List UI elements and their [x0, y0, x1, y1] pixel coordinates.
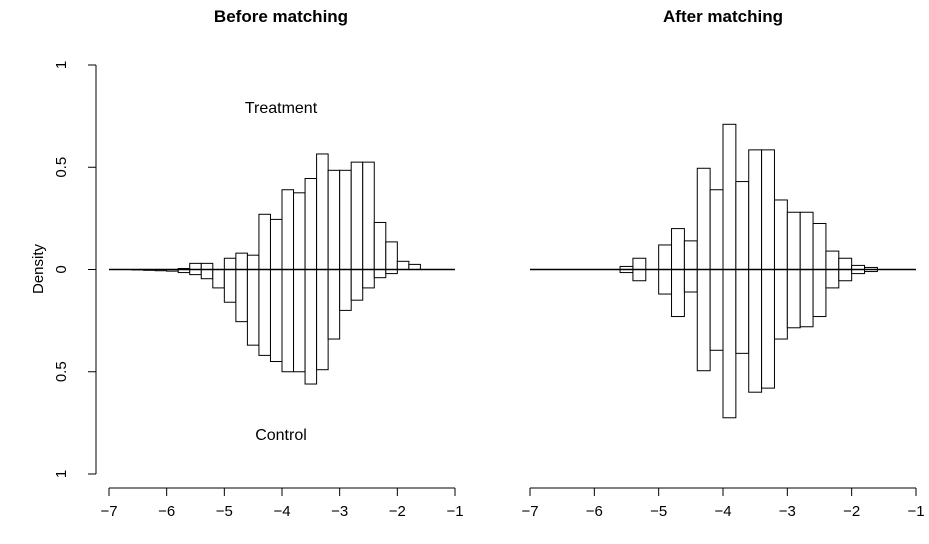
control-bar	[672, 270, 685, 317]
treatment-bar	[787, 212, 800, 269]
control-bar	[633, 270, 646, 281]
treatment-annotation: Treatment	[245, 100, 318, 117]
control-bar	[363, 270, 375, 288]
control-bar	[839, 270, 852, 281]
control-bar	[224, 270, 236, 303]
control-bar	[697, 270, 710, 371]
control-bar	[259, 270, 271, 356]
control-bar	[317, 270, 329, 370]
panel-2-title: After matching	[663, 7, 783, 26]
y-tick-label: 0.5	[53, 157, 70, 178]
x-tick-label: −7	[521, 503, 538, 520]
treatment-bar	[672, 229, 685, 270]
control-bar	[340, 270, 352, 311]
control-bar	[659, 270, 672, 295]
x-tick-label: −5	[216, 503, 233, 520]
y-tick-label: 1	[53, 470, 70, 478]
x-tick-label: −6	[158, 503, 175, 520]
control-bar	[774, 270, 787, 340]
control-bar	[800, 270, 813, 327]
treatment-bar	[723, 124, 736, 269]
treatment-bar	[201, 263, 213, 269]
control-bar	[710, 270, 723, 351]
treatment-bar	[386, 242, 398, 270]
treatment-bar	[397, 261, 409, 269]
treatment-bar	[762, 150, 775, 270]
control-bar	[247, 270, 259, 346]
treatment-bar	[826, 251, 839, 269]
x-tick-label: −2	[843, 503, 860, 520]
treatment-bar	[659, 245, 672, 270]
treatment-bar	[736, 182, 749, 270]
x-tick-label: −6	[586, 503, 603, 520]
control-bar	[201, 270, 213, 279]
treatment-bar	[305, 178, 317, 269]
x-tick-label: −3	[331, 503, 348, 520]
treatment-bar	[190, 263, 202, 269]
treatment-bar	[374, 222, 386, 269]
treatment-bar	[259, 214, 271, 269]
treatment-bar	[247, 255, 259, 269]
treatment-bar	[236, 253, 248, 269]
control-bar	[787, 270, 800, 328]
control-bar	[736, 270, 749, 354]
control-bar	[236, 270, 248, 322]
control-bar	[328, 270, 340, 340]
treatment-bar	[839, 258, 852, 269]
treatment-bar	[224, 258, 236, 269]
control-bar	[305, 270, 317, 385]
treatment-bar	[697, 168, 710, 269]
control-bar	[270, 270, 282, 362]
x-tick-label: −7	[100, 503, 117, 520]
control-bar	[762, 270, 775, 389]
treatment-bar	[328, 170, 340, 269]
control-bar	[282, 270, 294, 372]
control-bar	[351, 270, 363, 301]
treatment-bar	[409, 264, 421, 269]
treatment-bar	[800, 212, 813, 269]
y-tick-label: 1	[53, 61, 70, 69]
treatment-bar	[684, 241, 697, 270]
treatment-bar	[710, 190, 723, 270]
chart-marks: −7 −6 −5 −4 −3 −2 −1 1 0.5 0 0.5 1 −7 −6 −5 −4 −3 −2 −1	[53, 61, 925, 520]
x-tick-label: −1	[446, 503, 463, 520]
treatment-bar	[351, 162, 363, 269]
control-bar	[684, 270, 697, 292]
x-tick-label: −1	[907, 503, 924, 520]
control-annotation: Control	[255, 427, 307, 444]
treatment-bar	[282, 190, 294, 270]
x-tick-label: −4	[714, 503, 731, 520]
y-tick-label: 0	[53, 265, 70, 273]
control-bar	[826, 270, 839, 288]
treatment-bar	[270, 219, 282, 269]
control-bar	[190, 270, 202, 275]
treatment-bar	[363, 162, 375, 269]
control-bar	[723, 270, 736, 418]
treatment-bar	[749, 150, 762, 270]
treatment-bar	[774, 200, 787, 270]
control-bar	[374, 270, 386, 278]
control-bar	[294, 270, 306, 372]
x-tick-label: −3	[779, 503, 796, 520]
control-bar	[749, 270, 762, 393]
x-tick-label: −2	[389, 503, 406, 520]
control-bar	[213, 270, 225, 288]
x-tick-label: −5	[650, 503, 667, 520]
treatment-bar	[294, 193, 306, 270]
y-axis-label: Density	[30, 243, 47, 294]
control-bar	[813, 270, 826, 317]
panel-1-title: Before matching	[214, 7, 348, 26]
y-tick-label: 0.5	[53, 361, 70, 382]
treatment-bar	[633, 258, 646, 269]
x-tick-label: −4	[273, 503, 290, 520]
treatment-bar	[317, 154, 329, 270]
treatment-bar	[813, 223, 826, 269]
treatment-bar	[340, 170, 352, 269]
